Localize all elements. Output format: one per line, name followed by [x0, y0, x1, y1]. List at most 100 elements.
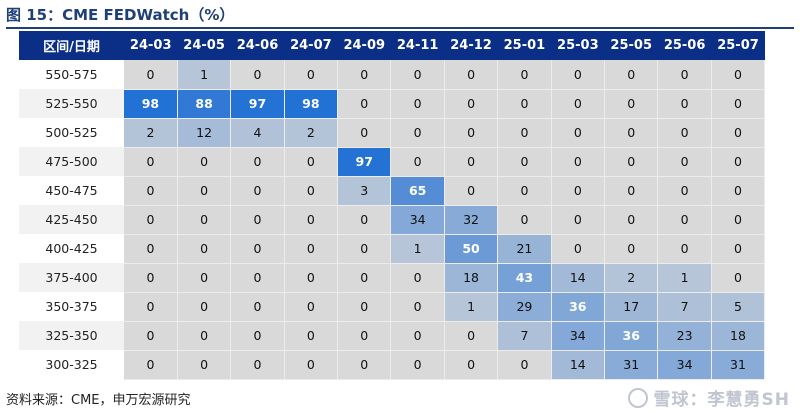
table-row: 550-575 0 1 0 0 0 0 0 0 0 0 0 0 — [19, 60, 766, 90]
heat-cell: 0 — [657, 147, 712, 177]
heat-cell: 0 — [337, 350, 392, 380]
heat-cell: 0 — [444, 89, 499, 119]
column-header-25-03: 25-03 — [551, 31, 605, 60]
heat-cell: 0 — [657, 60, 712, 90]
heat-cell: 0 — [604, 176, 659, 206]
heat-cell: 0 — [390, 118, 445, 148]
heat-cell: 0 — [390, 60, 445, 90]
table-row: 400-425 0 0 0 0 0 1 50 21 0 0 0 0 — [19, 234, 766, 264]
heat-cell: 14 — [551, 350, 606, 380]
table-row: 325-350 0 0 0 0 0 0 0 7 34 36 23 18 — [19, 321, 766, 351]
row-header-375-400: 375-400 — [19, 263, 124, 292]
heat-cell: 4 — [230, 118, 285, 148]
heat-cell: 0 — [657, 89, 712, 119]
heat-cell: 0 — [711, 234, 766, 264]
heat-cell: 0 — [551, 89, 606, 119]
heat-cell: 0 — [497, 350, 552, 380]
heat-cell: 0 — [230, 60, 285, 90]
heat-cell: 0 — [230, 176, 285, 206]
heat-cell: 0 — [124, 205, 178, 235]
heat-cell: 0 — [177, 205, 232, 235]
heat-cell: 0 — [497, 60, 552, 90]
fedwatch-table: 区间/日期 24-03 24-05 24-06 24-07 24-09 24-11 24-1… — [19, 31, 766, 380]
row-header-325-350: 325-350 — [19, 321, 124, 350]
heat-cell: 0 — [124, 321, 178, 351]
heat-cell: 0 — [177, 176, 232, 206]
heat-cell: 0 — [444, 147, 499, 177]
heat-cell: 0 — [711, 205, 766, 235]
heat-cell: 34 — [390, 205, 445, 235]
heat-cell: 98 — [124, 89, 178, 119]
heat-cell: 0 — [230, 147, 285, 177]
heat-cell: 29 — [497, 292, 552, 322]
heat-cell: 65 — [390, 176, 445, 206]
heat-cell: 0 — [390, 263, 445, 293]
table-row: 500-525 2 12 4 2 0 0 0 0 0 0 0 0 — [19, 118, 766, 148]
heat-cell: 0 — [177, 147, 232, 177]
heat-cell: 0 — [337, 118, 392, 148]
heat-cell: 7 — [657, 292, 712, 322]
heat-cell: 0 — [337, 234, 392, 264]
heat-cell: 0 — [284, 263, 339, 293]
heat-cell: 0 — [124, 60, 178, 90]
heat-cell: 21 — [497, 234, 552, 264]
heat-cell: 0 — [497, 118, 552, 148]
heat-cell: 0 — [337, 263, 392, 293]
heat-cell: 3 — [337, 176, 392, 206]
heat-cell: 0 — [711, 60, 766, 90]
corner-header: 区间/日期 — [19, 31, 124, 60]
heat-cell: 0 — [390, 147, 445, 177]
heat-cell: 0 — [551, 234, 606, 264]
heat-cell: 0 — [444, 350, 499, 380]
row-header-425-450: 425-450 — [19, 205, 124, 234]
heat-cell: 0 — [337, 292, 392, 322]
heat-cell: 0 — [177, 350, 232, 380]
heat-cell: 17 — [604, 292, 659, 322]
heat-cell: 18 — [711, 321, 766, 351]
heat-cell: 0 — [177, 321, 232, 351]
heat-cell: 14 — [551, 263, 606, 293]
heat-cell: 0 — [230, 321, 285, 351]
heat-cell: 0 — [177, 292, 232, 322]
heat-cell: 1 — [177, 60, 232, 90]
heat-cell: 0 — [124, 263, 178, 293]
row-header-475-500: 475-500 — [19, 147, 124, 176]
heat-cell: 0 — [444, 118, 499, 148]
heat-cell: 23 — [657, 321, 712, 351]
table-row: 350-375 0 0 0 0 0 0 1 29 36 17 7 5 — [19, 292, 766, 322]
heat-cell: 0 — [657, 234, 712, 264]
heat-cell: 0 — [497, 147, 552, 177]
table-row: 450-475 0 0 0 0 3 65 0 0 0 0 0 0 — [19, 176, 766, 206]
heat-cell: 0 — [230, 263, 285, 293]
row-header-400-425: 400-425 — [19, 234, 124, 263]
heat-cell: 0 — [497, 205, 552, 235]
heat-cell: 0 — [124, 350, 178, 380]
heat-cell: 0 — [390, 89, 445, 119]
heat-cell: 0 — [390, 350, 445, 380]
heat-cell: 0 — [711, 147, 766, 177]
heat-cell: 0 — [551, 118, 606, 148]
column-header-25-06: 25-06 — [657, 31, 712, 60]
heat-cell: 0 — [124, 176, 178, 206]
heat-cell: 0 — [337, 60, 392, 90]
heat-cell: 0 — [444, 60, 499, 90]
column-header-24-12: 24-12 — [444, 31, 498, 60]
heat-cell: 0 — [657, 176, 712, 206]
heat-cell: 0 — [124, 292, 178, 322]
table-row: 375-400 0 0 0 0 0 0 18 43 14 2 1 0 — [19, 263, 766, 293]
heat-cell: 12 — [177, 118, 232, 148]
heat-cell: 34 — [551, 321, 606, 351]
heat-cell: 0 — [284, 234, 339, 264]
heat-cell: 0 — [604, 89, 659, 119]
table-row: 425-450 0 0 0 0 0 34 32 0 0 0 0 0 — [19, 205, 766, 235]
heat-cell: 34 — [657, 350, 712, 380]
heat-cell: 0 — [284, 292, 339, 322]
row-header-350-375: 350-375 — [19, 292, 124, 321]
heat-cell: 0 — [124, 147, 178, 177]
heat-cell: 31 — [711, 350, 766, 380]
heat-cell: 97 — [337, 147, 392, 177]
heat-cell: 98 — [284, 89, 339, 119]
row-header-525-550: 525-550 — [19, 89, 124, 118]
column-header-24-09: 24-09 — [337, 31, 391, 60]
heat-cell: 0 — [444, 321, 499, 351]
